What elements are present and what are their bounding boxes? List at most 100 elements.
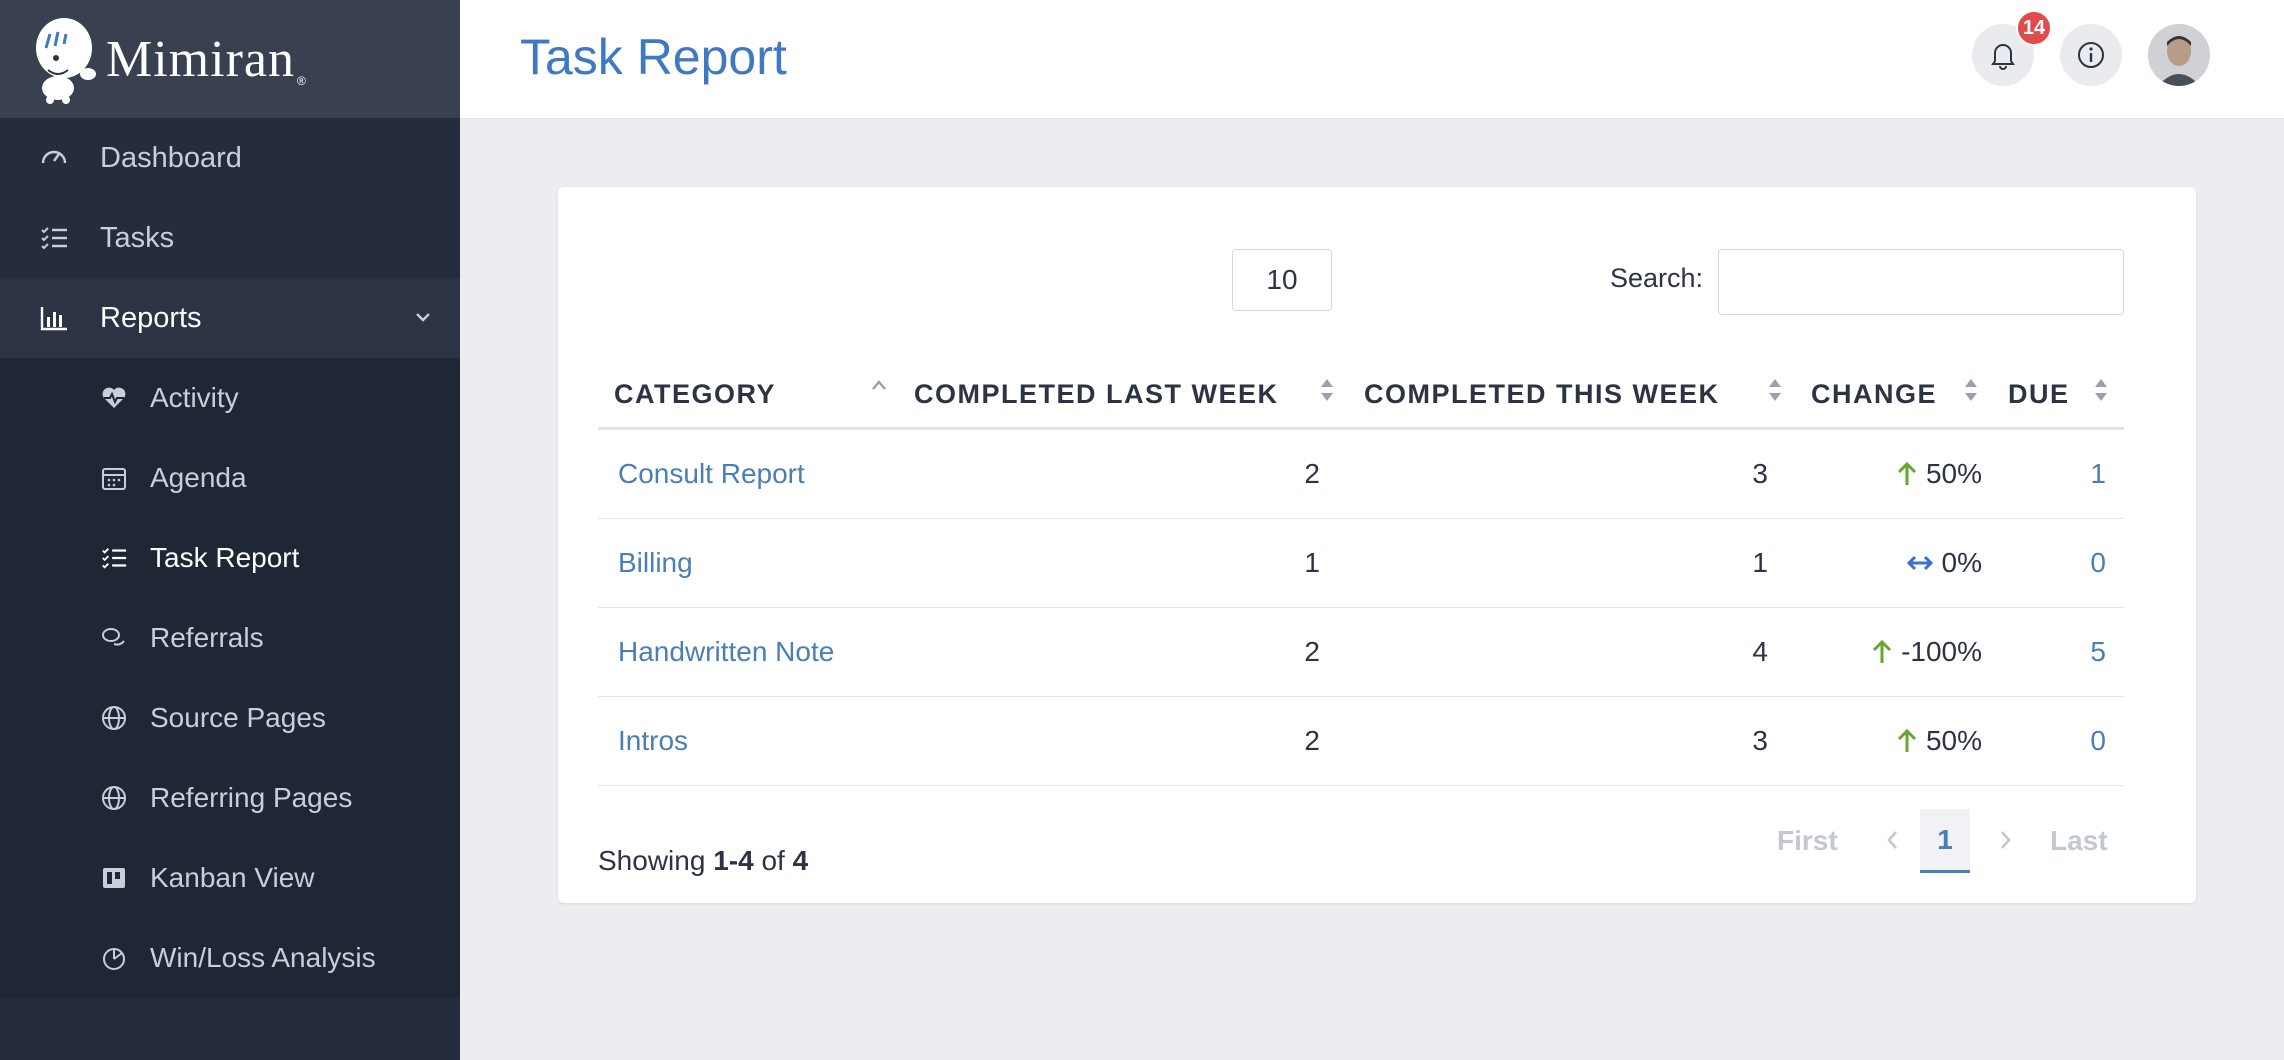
change-value: 50% xyxy=(1925,458,1982,489)
column-header-due[interactable]: DUE xyxy=(2008,379,2070,409)
due-link[interactable]: 0 xyxy=(2090,725,2106,756)
sort-icon[interactable] xyxy=(1766,375,1784,405)
completed-last-week-value: 2 xyxy=(1304,458,1320,489)
user-photo-icon xyxy=(2148,24,2210,86)
sidebar-item-label: Reports xyxy=(100,301,202,334)
kanban-icon xyxy=(100,864,128,892)
showing-range: 1-4 xyxy=(713,845,754,876)
sidebar-item-label: Referring Pages xyxy=(150,782,353,813)
sidebar-item-kanban-view[interactable]: Kanban View xyxy=(0,838,460,918)
sort-asc-icon[interactable] xyxy=(870,375,888,405)
info-icon xyxy=(2078,42,2104,68)
table-info: Showing 1-4 of 4 xyxy=(598,845,808,877)
sort-icon[interactable] xyxy=(1962,375,1980,405)
sidebar-item-label: Tasks xyxy=(100,221,175,254)
first-page-button[interactable]: First xyxy=(1777,825,1838,856)
due-link[interactable]: 0 xyxy=(2090,547,2106,578)
sidebar-item-referrals[interactable]: Referrals xyxy=(0,598,460,678)
sidebar-item-label: Dashboard xyxy=(100,141,242,174)
search-label: Search: xyxy=(1610,263,1704,293)
due-link[interactable]: 5 xyxy=(2090,636,2106,667)
completed-last-week-value: 2 xyxy=(1304,725,1320,756)
completed-last-week-value: 1 xyxy=(1304,547,1320,578)
sidebar-item-dashboard[interactable]: Dashboard xyxy=(0,118,460,198)
change-value: 0% xyxy=(1941,547,1982,578)
sidebar-item-label: Activity xyxy=(150,382,239,413)
globe-icon xyxy=(100,784,128,812)
sidebar-item-label: Task Report xyxy=(150,542,300,573)
reports-submenu: Activity Agenda Task Report Referrals xyxy=(0,358,460,998)
info-button[interactable] xyxy=(2060,24,2122,86)
completed-this-week-value: 1 xyxy=(1752,547,1768,578)
sidebar-item-task-report[interactable]: Task Report xyxy=(0,518,460,598)
change-cell: 0% xyxy=(1848,547,1982,579)
sidebar-item-label: Agenda xyxy=(150,462,247,493)
category-link[interactable]: Billing xyxy=(618,547,693,578)
sidebar-item-referring-pages[interactable]: Referring Pages xyxy=(0,758,460,838)
page-title: Task Report xyxy=(520,29,787,85)
sort-icon[interactable] xyxy=(1318,375,1336,405)
change-cell: 50% xyxy=(1848,725,1982,757)
sidebar-item-tasks[interactable]: Tasks xyxy=(0,198,460,278)
sidebar: Mimiran ® Dashboard Tasks Reports xyxy=(0,0,460,1060)
category-link[interactable]: Consult Report xyxy=(618,458,805,489)
chevron-right-icon[interactable] xyxy=(1998,827,2014,853)
last-page-button[interactable]: Last xyxy=(2050,825,2108,856)
change-cell: -100% xyxy=(1848,636,1982,668)
arrow-up-icon xyxy=(1897,461,1917,485)
sidebar-item-win-loss-analysis[interactable]: Win/Loss Analysis xyxy=(0,918,460,998)
calendar-icon xyxy=(100,464,128,492)
task-report-table: CATEGORY COMPLETED LAST WEEK COMPLETED T… xyxy=(598,357,2124,786)
category-link[interactable]: Handwritten Note xyxy=(618,636,835,667)
column-header-completed-this-week[interactable]: COMPLETED THIS WEEK xyxy=(1364,379,1720,409)
completed-this-week-value: 3 xyxy=(1752,725,1768,756)
column-header-change[interactable]: CHANGE xyxy=(1811,379,1938,409)
pie-chart-icon xyxy=(100,944,128,972)
top-header: Task Report 14 xyxy=(460,0,2284,119)
checklist-icon xyxy=(100,544,128,572)
table-row: Intros 2 3 50% 0 xyxy=(598,697,2124,786)
sidebar-item-label: Win/Loss Analysis xyxy=(150,942,376,973)
page-length-select[interactable]: 10 xyxy=(1232,249,1332,311)
pagination: First 1 Last xyxy=(558,809,2196,873)
change-value: 50% xyxy=(1925,725,1982,756)
sidebar-item-label: Referrals xyxy=(150,622,264,653)
sort-icon[interactable] xyxy=(2092,375,2110,405)
brand-name: Mimiran xyxy=(106,30,295,88)
chevron-down-icon xyxy=(416,313,430,322)
table-row: Handwritten Note 2 4 -100% 5 xyxy=(598,608,2124,697)
sidebar-item-source-pages[interactable]: Source Pages xyxy=(0,678,460,758)
brand-registered-mark: ® xyxy=(296,74,306,88)
heartbeat-icon xyxy=(100,384,128,412)
category-link[interactable]: Intros xyxy=(618,725,689,756)
sidebar-item-label: Kanban View xyxy=(150,862,315,893)
sidebar-item-agenda[interactable]: Agenda xyxy=(0,438,460,518)
current-page-button[interactable]: 1 xyxy=(1920,809,1970,873)
checklist-icon xyxy=(38,222,70,254)
due-link[interactable]: 1 xyxy=(2090,458,2106,489)
completed-last-week-value: 2 xyxy=(1304,636,1320,667)
search-input[interactable] xyxy=(1718,249,2124,315)
table-row: Consult Report 2 3 50% 1 xyxy=(598,430,2124,519)
sidebar-item-label: Source Pages xyxy=(150,702,326,733)
change-value: -100% xyxy=(1901,636,1982,667)
table-row: Billing 1 1 0% 0 xyxy=(598,519,2124,608)
task-report-card: 10 Search: CATEGORY COMPLETED LAST WEEK … xyxy=(558,187,2196,903)
sidebar-item-reports[interactable]: Reports xyxy=(0,278,460,358)
notifications-button[interactable]: 14 xyxy=(1972,10,2052,86)
column-header-completed-last-week[interactable]: COMPLETED LAST WEEK xyxy=(914,379,1279,409)
change-cell: 50% xyxy=(1848,458,1982,490)
chevron-left-icon[interactable] xyxy=(1884,827,1900,853)
arrow-up-icon xyxy=(1897,728,1917,752)
showing-prefix: Showing xyxy=(598,845,706,876)
brand-logo[interactable]: Mimiran ® xyxy=(0,0,460,118)
showing-of: of xyxy=(761,845,785,876)
arrow-up-icon xyxy=(1873,639,1892,663)
globe-icon xyxy=(100,704,128,732)
showing-total: 4 xyxy=(792,845,809,876)
bell-icon xyxy=(1991,44,2015,70)
column-header-category[interactable]: CATEGORY xyxy=(614,379,777,409)
sidebar-item-activity[interactable]: Activity xyxy=(0,358,460,438)
table-header: CATEGORY COMPLETED LAST WEEK COMPLETED T… xyxy=(598,357,2124,430)
user-avatar[interactable] xyxy=(2148,24,2210,86)
